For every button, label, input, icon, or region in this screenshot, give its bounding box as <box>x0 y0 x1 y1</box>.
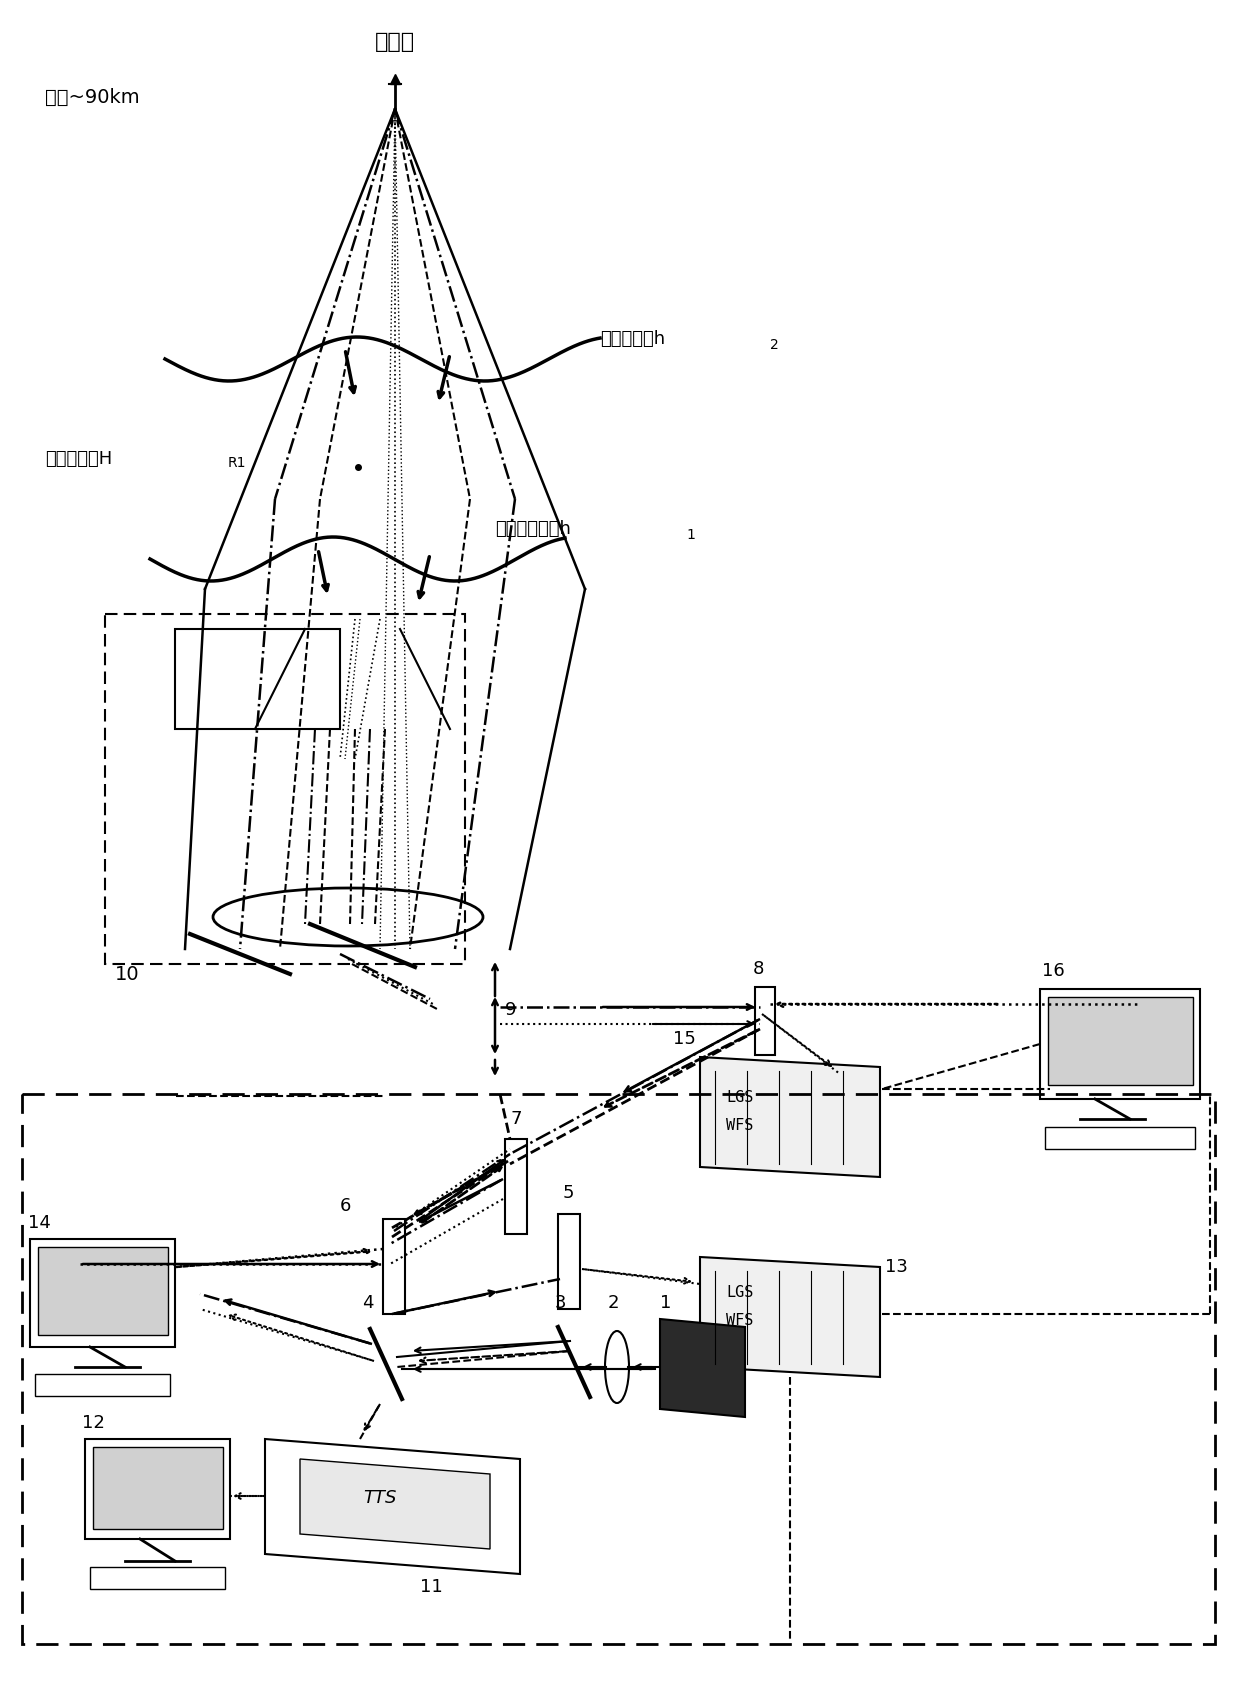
Text: WFS: WFS <box>727 1117 754 1132</box>
Polygon shape <box>300 1458 490 1549</box>
Bar <box>105 614 465 964</box>
Polygon shape <box>701 1256 880 1378</box>
Polygon shape <box>660 1319 745 1418</box>
Polygon shape <box>86 1440 229 1539</box>
Bar <box>93 1447 223 1529</box>
Bar <box>558 1214 580 1309</box>
Text: 6: 6 <box>340 1196 351 1214</box>
Text: 地表层湍流，h: 地表层湍流，h <box>495 520 570 538</box>
Text: 8: 8 <box>753 959 764 977</box>
Text: 4: 4 <box>362 1293 373 1312</box>
Text: 瑞利信标，H: 瑞利信标，H <box>45 449 113 468</box>
Bar <box>175 629 340 730</box>
Text: 钠层~90km: 钠层~90km <box>45 87 140 108</box>
Text: 1: 1 <box>686 528 694 542</box>
Text: 13: 13 <box>885 1256 908 1275</box>
Polygon shape <box>265 1440 520 1574</box>
Text: 3: 3 <box>554 1293 565 1312</box>
Text: 5: 5 <box>563 1184 574 1201</box>
Text: 2: 2 <box>770 338 779 352</box>
Bar <box>755 987 775 1055</box>
Text: 11: 11 <box>420 1578 443 1595</box>
Bar <box>1048 997 1193 1085</box>
Polygon shape <box>30 1240 175 1347</box>
Polygon shape <box>1040 989 1200 1100</box>
Text: 12: 12 <box>82 1413 105 1431</box>
Text: 1: 1 <box>660 1293 671 1312</box>
Bar <box>505 1139 527 1235</box>
Bar <box>35 1374 170 1396</box>
Text: WFS: WFS <box>727 1312 754 1327</box>
Polygon shape <box>701 1058 880 1177</box>
Text: 14: 14 <box>29 1213 51 1231</box>
Text: 高层湍流，h: 高层湍流，h <box>600 330 665 348</box>
Bar <box>38 1248 167 1336</box>
Text: 9: 9 <box>505 1001 517 1018</box>
Text: R1: R1 <box>228 456 247 469</box>
Text: TTS: TTS <box>363 1489 397 1505</box>
Text: LGS: LGS <box>727 1285 754 1299</box>
Bar <box>91 1568 224 1589</box>
Bar <box>22 1095 1215 1643</box>
Bar <box>383 1219 405 1314</box>
Text: 2: 2 <box>608 1293 620 1312</box>
Ellipse shape <box>605 1330 629 1403</box>
Text: 7: 7 <box>510 1110 522 1127</box>
Text: 钠信标: 钠信标 <box>374 32 415 52</box>
Text: LGS: LGS <box>727 1090 754 1105</box>
Text: 10: 10 <box>115 964 140 984</box>
Text: 15: 15 <box>673 1029 696 1048</box>
Text: 16: 16 <box>1042 962 1065 979</box>
Bar <box>1045 1127 1195 1149</box>
